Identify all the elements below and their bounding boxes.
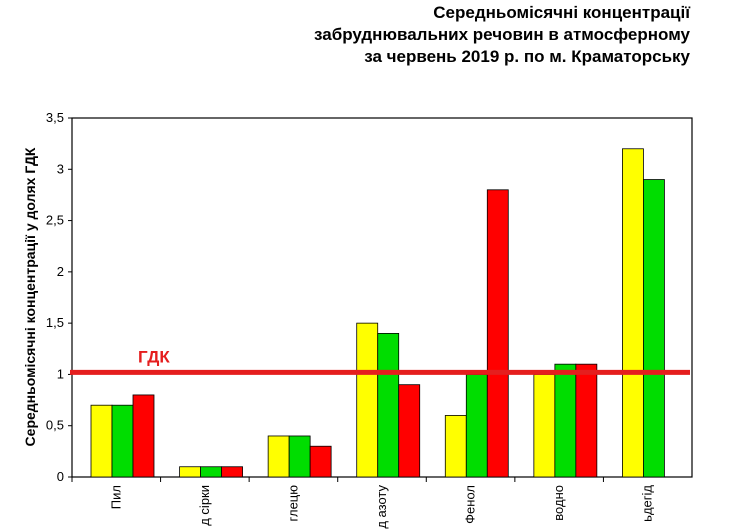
- chart-title-line-3: за червень 2019 р. по м. Краматорську: [364, 47, 690, 66]
- x-category-label: водно: [551, 485, 566, 521]
- bar: [486, 189, 509, 478]
- y-tick-label: 2,5: [46, 213, 64, 228]
- bar: [221, 466, 243, 478]
- reference-line-label: ГДК: [138, 347, 170, 366]
- bar: [288, 435, 311, 478]
- y-tick-label: 0,5: [46, 418, 64, 433]
- bar: [622, 148, 644, 478]
- x-category-label: Пил: [108, 485, 123, 509]
- y-tick-label: 1,5: [46, 315, 64, 330]
- bar: [309, 445, 332, 478]
- bar: [200, 466, 222, 478]
- bar: [643, 179, 665, 478]
- x-category-label: ьдегід: [640, 485, 655, 522]
- chart-title-line-2: забруднювальних речовин в атмосферному: [314, 25, 690, 44]
- x-category-label: д сірки: [197, 485, 212, 526]
- bar: [111, 404, 134, 478]
- chart-title: Середньомісячні концентрації забруднювал…: [170, 2, 690, 68]
- plot-area: 0 0,5 1 1,5 2 2,5 3 3,5 Пил д сірки глецю д азоту Фе…: [46, 110, 693, 529]
- y-tick-label: 3: [57, 161, 64, 176]
- bar: [533, 374, 556, 478]
- y-tick-label: 1: [57, 366, 64, 381]
- bar: [465, 374, 488, 478]
- x-category-label: Фенол: [463, 485, 478, 524]
- bar: [575, 363, 598, 478]
- bar: [356, 322, 379, 478]
- bar: [90, 404, 113, 478]
- bar: [398, 384, 421, 478]
- bar: [267, 435, 290, 478]
- chart-title-line-1: Середньомісячні концентрації: [433, 3, 690, 22]
- bar: [444, 415, 467, 478]
- y-tick-label: 2: [57, 264, 64, 279]
- y-tick-label: 3,5: [46, 110, 64, 125]
- x-category-label: д азоту: [374, 485, 389, 529]
- bar: [377, 332, 400, 478]
- y-axis-label: Середньомісячні концентрації у долях ГДК: [22, 147, 38, 446]
- bar: [179, 466, 201, 478]
- bar: [554, 363, 577, 478]
- x-category-label: глецю: [285, 485, 300, 522]
- y-tick-label: 0: [57, 469, 64, 484]
- bar: [132, 394, 155, 478]
